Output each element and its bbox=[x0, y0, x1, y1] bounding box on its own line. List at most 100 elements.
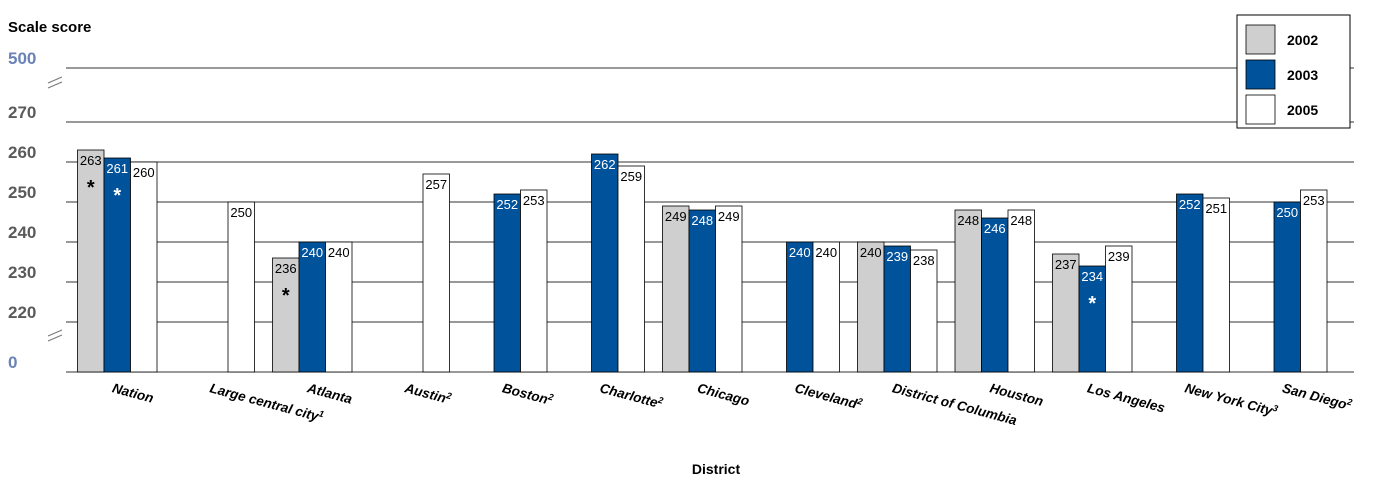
significance-marker-2003-0: * bbox=[113, 185, 121, 207]
category-name: Cleveland bbox=[793, 380, 859, 411]
bar-2005-8 bbox=[910, 249, 938, 373]
bar-2002-0 bbox=[77, 149, 105, 373]
y-tick-250: 250 bbox=[8, 183, 36, 202]
bar-2003-12 bbox=[1273, 201, 1301, 373]
bars: 263 * 261 * 260 250 236 * 240 240 257 252 253 262 259 2… bbox=[77, 149, 1328, 373]
value-label-2003-2: 240 bbox=[301, 245, 323, 260]
category-name: Nation bbox=[111, 380, 155, 405]
value-label-2003-12: 250 bbox=[1276, 205, 1298, 220]
category-name: Large central city bbox=[208, 380, 321, 424]
value-label-2003-7: 240 bbox=[789, 245, 811, 260]
y-tick-260: 260 bbox=[8, 143, 36, 162]
value-label-2003-0: 261 bbox=[106, 161, 128, 176]
bar-2003-8 bbox=[883, 245, 911, 373]
value-label-2003-6: 248 bbox=[691, 213, 713, 228]
bar-2005-9 bbox=[1007, 209, 1035, 373]
y-tick-230: 230 bbox=[8, 263, 36, 282]
category-label-12: San Diego2 bbox=[1281, 379, 1354, 413]
bar-2003-9 bbox=[981, 217, 1009, 373]
category-label-11: New York City3 bbox=[1183, 379, 1279, 419]
value-label-2005-0: 260 bbox=[133, 165, 155, 180]
axis-break-marks bbox=[47, 76, 63, 342]
bar-2005-4 bbox=[520, 189, 548, 373]
bar-2005-3 bbox=[422, 173, 450, 373]
value-label-2005-8: 238 bbox=[913, 253, 935, 268]
category-label-0: Nation bbox=[111, 380, 155, 405]
value-label-2002-6: 249 bbox=[665, 209, 687, 224]
significance-marker-2003-10: * bbox=[1088, 293, 1096, 315]
axis-break-1a bbox=[47, 329, 63, 337]
bar-2003-6 bbox=[688, 209, 716, 373]
legend-swatch-2002 bbox=[1245, 24, 1276, 55]
value-label-2005-12: 253 bbox=[1303, 193, 1325, 208]
value-label-2002-0: 263 bbox=[80, 153, 102, 168]
value-label-2003-10: 234 bbox=[1081, 269, 1103, 284]
category-name: Charlotte bbox=[598, 380, 660, 410]
value-label-2002-8: 240 bbox=[860, 245, 882, 260]
legend-swatch-2005 bbox=[1245, 94, 1276, 125]
bar-2005-2 bbox=[325, 241, 353, 373]
value-label-2005-10: 239 bbox=[1108, 249, 1130, 264]
legend-label-2002: 2002 bbox=[1287, 32, 1318, 48]
value-label-2005-6: 249 bbox=[718, 209, 740, 224]
value-label-2005-4: 253 bbox=[523, 193, 545, 208]
bar-2003-5 bbox=[591, 153, 619, 373]
bar-2003-2 bbox=[298, 241, 326, 373]
significance-marker-2002-0: * bbox=[87, 177, 95, 199]
category-name: Houston bbox=[988, 380, 1045, 409]
value-label-2005-11: 251 bbox=[1205, 201, 1227, 216]
value-label-2003-8: 239 bbox=[886, 249, 908, 264]
category-name: Austin bbox=[402, 380, 447, 406]
category-label-7: Cleveland2 bbox=[793, 379, 864, 412]
bar-2002-8 bbox=[857, 241, 885, 373]
value-label-2003-4: 252 bbox=[496, 197, 518, 212]
category-footnote: 2 bbox=[855, 396, 863, 407]
category-name: San Diego bbox=[1281, 380, 1349, 412]
value-label-2003-5: 262 bbox=[594, 157, 616, 172]
category-name: Boston bbox=[501, 380, 550, 407]
y-tick-0: 0 bbox=[8, 353, 17, 372]
bar-2002-9 bbox=[954, 209, 982, 373]
legend-swatch-2003 bbox=[1245, 59, 1276, 90]
category-footnote: 2 bbox=[444, 390, 452, 401]
bar-2005-5 bbox=[617, 165, 645, 373]
y-tick-270: 270 bbox=[8, 103, 36, 122]
value-label-2005-5: 259 bbox=[620, 169, 642, 184]
y-tick-220: 220 bbox=[8, 303, 36, 322]
value-label-2002-2: 236 bbox=[275, 261, 297, 276]
category-footnote: 2 bbox=[546, 391, 554, 402]
category-footnote: 3 bbox=[1272, 403, 1279, 414]
category-label-9: Houston bbox=[988, 380, 1045, 409]
bar-2005-1 bbox=[227, 201, 255, 373]
value-label-2003-11: 252 bbox=[1179, 197, 1201, 212]
value-label-2005-2: 240 bbox=[328, 245, 350, 260]
category-footnote: 1 bbox=[318, 408, 325, 419]
bar-2003-7 bbox=[786, 241, 814, 373]
axis-break-1b bbox=[47, 334, 63, 342]
x-axis-title: District bbox=[692, 461, 741, 477]
bar-2002-6 bbox=[662, 205, 690, 373]
bar-2003-0 bbox=[103, 157, 131, 373]
bar-2005-7 bbox=[812, 241, 840, 373]
category-footnote: 2 bbox=[1345, 396, 1353, 407]
value-label-2005-9: 248 bbox=[1010, 213, 1032, 228]
legend: 2002 2003 2005 bbox=[1236, 14, 1351, 129]
category-label-5: Charlotte2 bbox=[598, 379, 664, 411]
legend-label-2003: 2003 bbox=[1287, 67, 1318, 83]
value-label-2005-1: 250 bbox=[230, 205, 252, 220]
category-label-10: Los Angeles bbox=[1086, 380, 1167, 415]
bar-2005-12 bbox=[1300, 189, 1328, 373]
value-label-2005-7: 240 bbox=[815, 245, 837, 260]
value-label-2005-3: 257 bbox=[425, 177, 447, 192]
category-name: Atlanta bbox=[305, 380, 355, 407]
y-tick-500: 500 bbox=[8, 49, 36, 68]
category-label-4: Boston2 bbox=[501, 379, 555, 408]
category-label-3: Austin2 bbox=[402, 379, 453, 407]
category-label-6: Chicago bbox=[696, 380, 751, 408]
y-axis-title: Scale score bbox=[8, 19, 91, 36]
category-name: Chicago bbox=[696, 380, 751, 408]
bar-2005-11 bbox=[1202, 197, 1230, 373]
legend-label-2005: 2005 bbox=[1287, 102, 1318, 118]
category-name: Los Angeles bbox=[1086, 380, 1167, 415]
